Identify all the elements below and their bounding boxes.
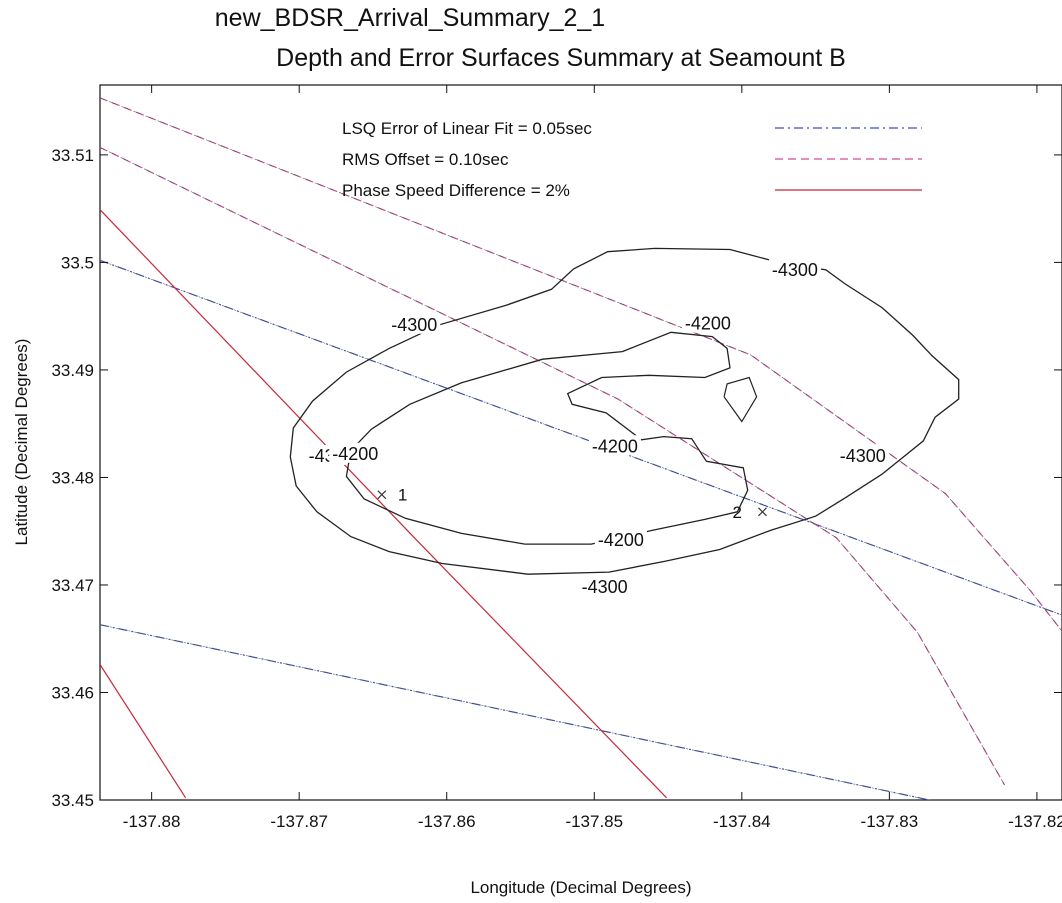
x-tick-label: -137.86 (418, 812, 476, 831)
y-tick-label: 33.49 (51, 361, 94, 380)
contour-label-4200-4: -4200 (598, 530, 644, 550)
station-marker-1 (377, 490, 387, 500)
legend-entry-rms: RMS Offset = 0.10sec (342, 150, 509, 169)
station-marker-2 (758, 507, 767, 517)
contour-label-bg (681, 312, 734, 333)
lsq-error-line-shadow-2 (100, 624, 931, 800)
x-tick-label: -137.88 (123, 812, 181, 831)
chart-title: new_BDSR_Arrival_Summary_2_1 (214, 4, 606, 32)
contour-label-4300-4: -4300 (840, 446, 886, 466)
lsq-error-line-shadow-1 (100, 260, 1062, 616)
rms-error-line-shadow-3 (100, 97, 1062, 632)
chart-subtitle: Depth and Error Surfaces Summary at Seam… (276, 44, 846, 72)
phase-error-line-5 (100, 209, 668, 799)
contour-label-bg (578, 576, 631, 597)
legend-entry-phase: Phase Speed Difference = 2% (342, 181, 570, 200)
x-tick-label: -137.84 (713, 812, 771, 831)
y-tick-label: 33.48 (51, 468, 94, 487)
contour-label-bg (588, 435, 641, 456)
x-tick-label: -137.87 (270, 812, 328, 831)
y-axis-label: Latitude (Decimal Degrees) (12, 339, 31, 546)
x-tick-label: -137.83 (861, 812, 919, 831)
y-tick-label: 33.46 (51, 683, 94, 702)
y-tick-label: 33.47 (51, 576, 94, 595)
rms-error-line-shadow-4 (100, 147, 1005, 786)
plot-area-frame (99, 84, 1062, 801)
y-tick-label: 33.51 (51, 146, 94, 165)
contour-label-bg (594, 528, 647, 549)
x-axis-label: Longitude (Decimal Degrees) (470, 878, 691, 897)
contour-label-bg (836, 444, 889, 465)
station-label-1: 1 (398, 486, 407, 505)
contour-label-bg (388, 313, 441, 334)
contour-label-4200-2: -4200 (592, 436, 638, 456)
contour-label-bg (329, 442, 382, 463)
contour-label-4200-3: -4200 (332, 444, 378, 464)
station-label-2: 2 (732, 503, 741, 522)
contour-label-4200-1: -4200 (685, 314, 731, 334)
y-tick-label: 33.45 (51, 791, 94, 810)
contour-label-4300-1: -4300 (772, 260, 818, 280)
depth-contour-4300 (289, 247, 960, 575)
contour-label-4300-2: -4300 (391, 315, 437, 335)
y-tick-label: 33.5 (61, 253, 94, 272)
contour-label-4300-5: -4300 (582, 577, 628, 597)
contour-label-bg (768, 258, 821, 279)
x-tick-label: -137.82 (1008, 812, 1062, 831)
small-depth-contour (723, 376, 758, 423)
phase-error-line-6 (100, 664, 187, 799)
legend-entry-lsq: LSQ Error of Linear Fit = 0.05sec (342, 119, 592, 138)
x-tick-label: -137.85 (565, 812, 623, 831)
